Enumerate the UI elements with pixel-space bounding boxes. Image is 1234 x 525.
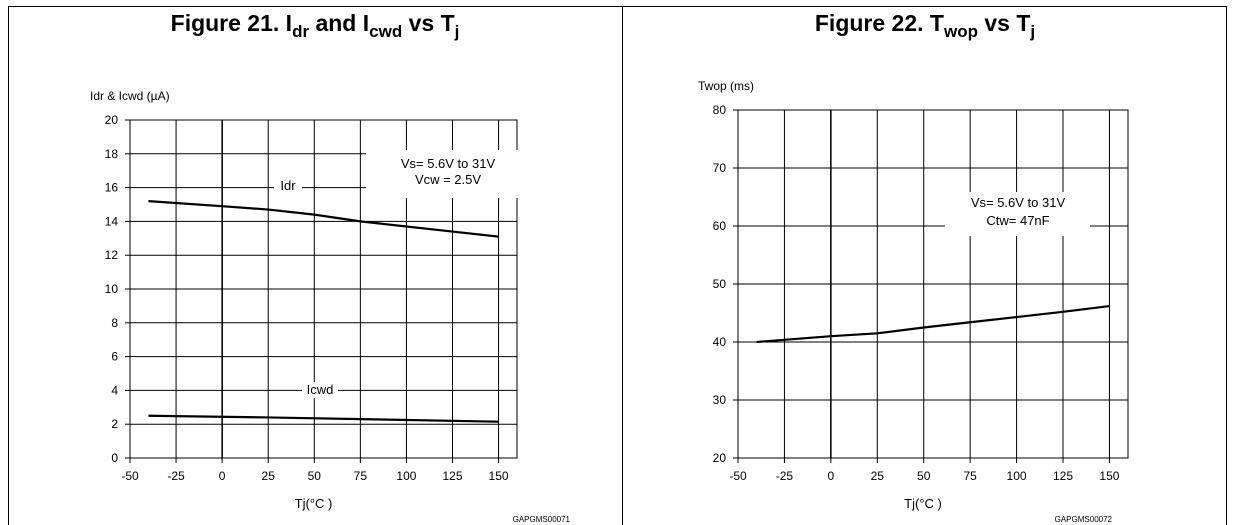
figure-22-title: Figure 22. Twop vs Tj (814, 10, 1036, 41)
figure-21-title: Figure 21. Idr and Icwd vs Tj (170, 10, 460, 41)
y-tick-label: 70 (713, 161, 727, 175)
x-axis-label: Tj(°C ) (295, 496, 333, 511)
x-tick-label: -50 (729, 469, 747, 483)
plot-area (129, 119, 518, 459)
y-tick-label: 0 (111, 451, 118, 465)
figure-22-panel: Figure 22. Twop vs Tj (623, 6, 1227, 525)
y-tick-label: 18 (105, 147, 119, 161)
x-tick-label: 25 (871, 469, 885, 483)
annotation-box (945, 192, 1090, 236)
x-tick-label: -25 (167, 469, 185, 483)
x-tick-label: -25 (776, 469, 794, 483)
plot-area (737, 109, 1129, 459)
y-tick-label: 8 (111, 316, 118, 330)
y-tick-label: 80 (713, 103, 727, 117)
x-tick-label: 100 (396, 469, 416, 483)
series-line-twop (756, 304, 1110, 344)
y-tick-label: 50 (713, 277, 727, 291)
series-label: Icwd (307, 382, 334, 397)
x-tick-label: 50 (917, 469, 931, 483)
y-tick-label: 6 (111, 350, 118, 364)
annotation-box (366, 150, 518, 198)
figure-frame (8, 6, 1227, 525)
y-axis-label: Idr & Icwd (µA) (90, 89, 170, 103)
x-tick-label: 25 (262, 469, 276, 483)
series-label-bg (302, 382, 338, 398)
x-axis-label: Tj(°C ) (904, 496, 942, 511)
figure-code: GAPGMS00071 (513, 515, 571, 524)
x-tick-label: 75 (354, 469, 368, 483)
series-label-bg (274, 178, 302, 194)
x-tick-label: 0 (219, 469, 226, 483)
x-tick-label: 125 (442, 469, 462, 483)
series-line-idr (148, 200, 499, 238)
y-tick-label: 20 (713, 451, 727, 465)
y-axis-label: Twop (ms) (698, 79, 754, 93)
series-label: Idr (280, 178, 296, 193)
series-line-icwd (148, 414, 499, 423)
x-tick-label: 75 (963, 469, 977, 483)
x-tick-label: 150 (489, 469, 509, 483)
y-tick-label: 10 (105, 282, 119, 296)
x-tick-label: 50 (308, 469, 322, 483)
figure-21-panel: Figure 21. Idr and Icwd vs Tj (8, 6, 622, 525)
x-tick-label: -50 (121, 469, 139, 483)
y-tick-label: 40 (713, 335, 727, 349)
x-tick-label: 0 (828, 469, 835, 483)
x-tick-label: 125 (1053, 469, 1073, 483)
y-tick-label: 30 (713, 393, 727, 407)
y-tick-label: 12 (105, 248, 119, 262)
annotation-text: Ctw= 47nF (986, 213, 1049, 228)
y-tick-label: 60 (713, 219, 727, 233)
y-tick-label: 20 (105, 113, 119, 127)
panel-divider (622, 6, 623, 525)
y-tick-label: 14 (105, 214, 119, 228)
y-tick-label: 16 (105, 181, 119, 195)
annotation-text: Vs= 5.6V to 31V (401, 156, 496, 171)
annotation-text: Vs= 5.6V to 31V (971, 195, 1066, 210)
x-tick-label: 100 (1007, 469, 1027, 483)
figure-code: GAPGMS00072 (1055, 515, 1113, 524)
y-tick-label: 4 (111, 383, 118, 397)
annotation-text: Vcw = 2.5V (415, 172, 481, 187)
y-tick-label: 2 (111, 417, 118, 431)
x-tick-label: 150 (1099, 469, 1119, 483)
